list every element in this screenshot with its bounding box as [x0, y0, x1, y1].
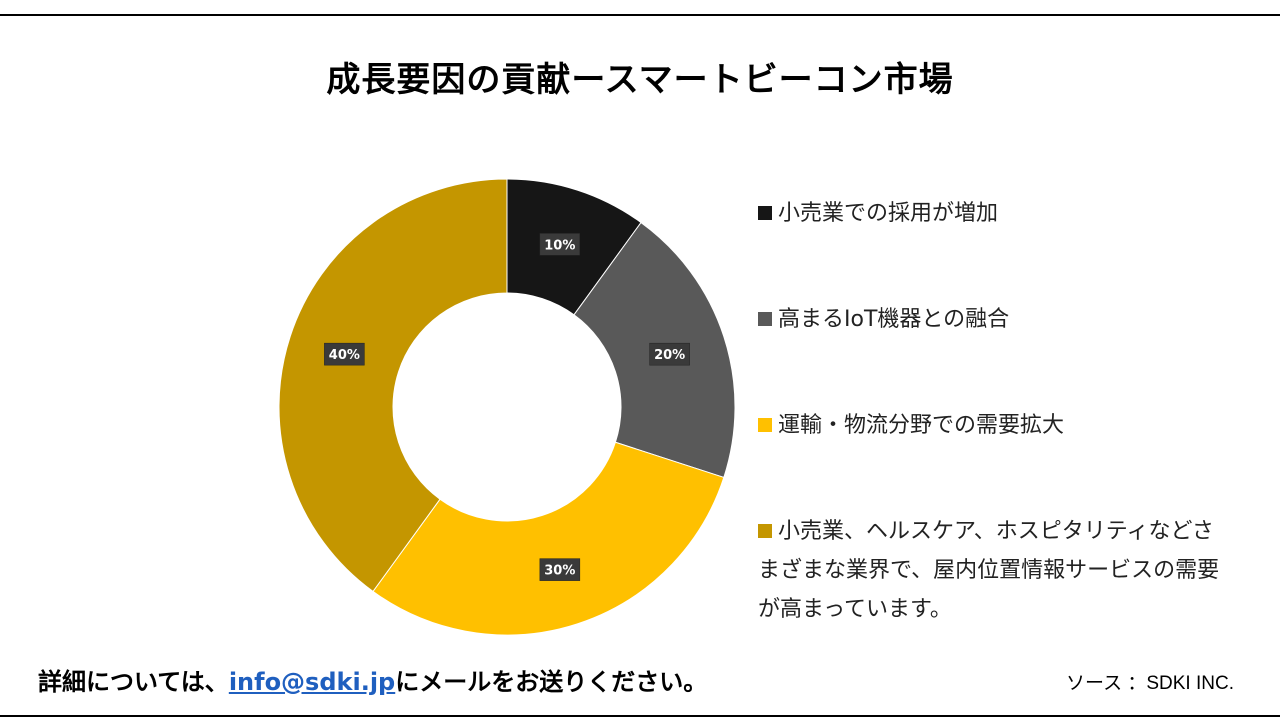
legend-label: 高まるIoT機器との融合 [778, 307, 1010, 332]
slice-label-text: 10% [544, 238, 575, 253]
contact-prefix: 詳細については、 [38, 668, 229, 696]
legend-item-1: 小売業での採用が増加 [758, 194, 1228, 233]
email-link[interactable]: info@sdki.jp [228, 668, 396, 696]
legend-item-4: 小売業、ヘルスケア、ホスピタリティなどさまざまな業界で、屋内位置情報サービスの需… [758, 512, 1228, 629]
source-note: ソース ：SDKI INC. [1066, 673, 1234, 694]
legend-label: 小売業での採用が増加 [778, 201, 999, 226]
top-rule [0, 14, 1280, 16]
donut-slice-4 [278, 178, 508, 593]
slice-label-4: 40% [324, 342, 365, 366]
legend-swatch [758, 206, 772, 220]
slice-label-text: 40% [329, 348, 360, 363]
chart-title: 成長要因の貢献ースマートビーコン市場 [326, 60, 954, 100]
slice-label-1: 10% [539, 233, 581, 256]
contact-note: 詳細については、info@sdki.jpにメールをお送りください。 [38, 662, 707, 697]
donut-slice-3 [372, 441, 725, 636]
legend-swatch [758, 312, 772, 326]
slice-label-3: 30% [539, 558, 581, 581]
contact-suffix: にメールをお送りください。 [395, 668, 708, 696]
legend-swatch [758, 524, 772, 538]
slice-label-2: 20% [649, 342, 690, 366]
legend-swatch [758, 418, 772, 432]
legend-item-2: 高まるIoT機器との融合 [758, 300, 1228, 339]
legend-item-3: 運輸・物流分野での需要拡大 [758, 406, 1228, 445]
slice-label-text: 30% [544, 564, 575, 579]
bottom-rule [0, 715, 1280, 717]
legend-label: 運輸・物流分野での需要拡大 [778, 413, 1065, 438]
legend-label: 小売業、ヘルスケア、ホスピタリティなどさまざまな業界で、屋内位置情報サービスの需… [758, 519, 1220, 622]
slice-label-text: 20% [654, 348, 685, 363]
